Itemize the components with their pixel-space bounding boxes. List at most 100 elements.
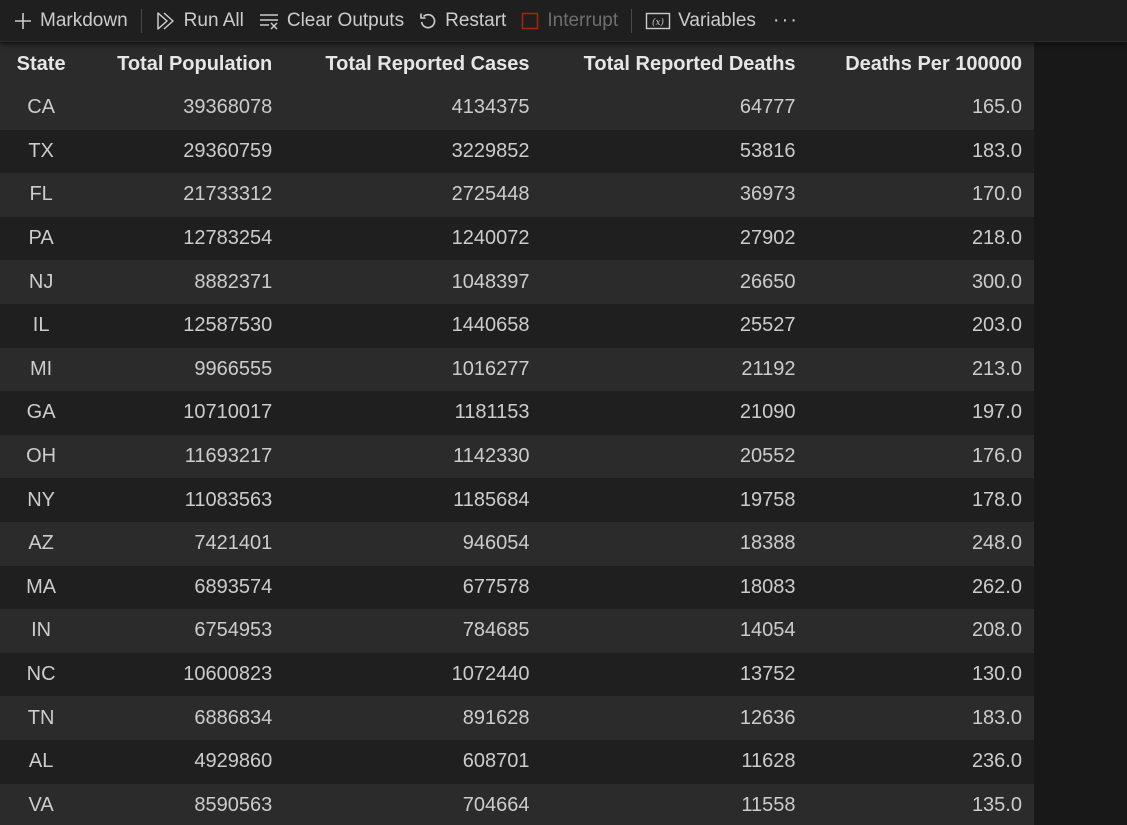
clear-all-icon (258, 11, 280, 31)
table-row: IN 6754953 784685 14054 208.0 (0, 609, 1034, 653)
cell-total-reported-cases: 1185684 (284, 478, 542, 522)
cell-deaths-per-100000: 197.0 (807, 391, 1034, 435)
cell-total-reported-cases: 1048397 (284, 260, 542, 304)
cell-total-population: 8882371 (82, 260, 285, 304)
cell-deaths-per-100000: 213.0 (807, 347, 1034, 392)
plus-icon (13, 11, 33, 31)
table-row: OH 11693217 1142330 20552 176.0 (0, 434, 1034, 479)
cell-total-population: 9966555 (82, 347, 285, 392)
toolbar-divider (631, 8, 633, 33)
cell-state: NJ (0, 260, 83, 304)
cell-deaths-per-100000: 218.0 (807, 216, 1034, 261)
cell-state: MI (0, 347, 83, 392)
cell-total-reported-deaths: 18083 (541, 565, 808, 610)
cell-total-population: 10600823 (82, 652, 285, 697)
table-body: CA 39368078 4134375 64777 165.0 TX 29360759 322… (0, 86, 1034, 825)
cell-total-reported-cases: 891628 (284, 696, 542, 740)
cell-state: AZ (0, 521, 83, 566)
cell-total-reported-deaths: 36973 (541, 173, 808, 217)
restart-label: Restart (445, 9, 507, 31)
variables-icon: (x) (645, 11, 671, 31)
cell-state: CA (0, 86, 83, 130)
cell-total-reported-deaths: 27902 (541, 216, 808, 261)
cell-state: AL (0, 739, 83, 784)
cell-deaths-per-100000: 236.0 (807, 739, 1034, 784)
cell-state: NC (0, 652, 83, 697)
dataframe-table: State Total Population Total Reported Ca… (0, 43, 1034, 825)
svg-text:(x): (x) (652, 17, 665, 28)
cell-total-reported-deaths: 25527 (541, 303, 808, 348)
add-markdown-button[interactable]: Markdown (6, 6, 135, 36)
table-row: NC 10600823 1072440 13752 130.0 (0, 652, 1034, 697)
table-row: TN 6886834 891628 12636 183.0 (0, 696, 1034, 740)
cell-total-population: 10710017 (82, 391, 285, 435)
cell-deaths-per-100000: 130.0 (807, 652, 1034, 697)
notebook-toolbar: Markdown Run All Clear Outputs Restart I… (0, 0, 1127, 42)
cell-state: TN (0, 696, 83, 740)
cell-total-reported-deaths: 13752 (541, 652, 808, 697)
column-header-total-population: Total Population (82, 43, 285, 86)
cell-state: TX (0, 129, 83, 174)
column-header-state: State (0, 43, 83, 86)
table-row: IL 12587530 1440658 25527 203.0 (0, 303, 1034, 348)
restart-button[interactable]: Restart (411, 6, 513, 36)
column-header-total-reported-deaths: Total Reported Deaths (541, 43, 808, 86)
variables-button[interactable]: (x) Variables (638, 6, 763, 36)
cell-total-population: 12587530 (82, 303, 285, 348)
cell-deaths-per-100000: 208.0 (807, 609, 1034, 653)
cell-total-reported-cases: 2725448 (284, 173, 542, 217)
table-row: MI 9966555 1016277 21192 213.0 (0, 347, 1034, 392)
cell-total-reported-cases: 1240072 (284, 216, 542, 261)
cell-state: IN (0, 609, 83, 653)
cell-state: PA (0, 216, 83, 261)
table-header-row: State Total Population Total Reported Ca… (0, 43, 1034, 86)
cell-total-reported-deaths: 11628 (541, 739, 808, 784)
clear-outputs-label: Clear Outputs (286, 9, 405, 31)
cell-total-reported-cases: 3229852 (284, 129, 542, 174)
table-row: PA 12783254 1240072 27902 218.0 (0, 216, 1034, 261)
cell-total-reported-cases: 608701 (284, 739, 542, 784)
cell-total-reported-cases: 677578 (284, 565, 542, 610)
cell-total-population: 7421401 (82, 521, 285, 566)
cell-total-population: 11083563 (82, 478, 285, 522)
cell-total-reported-deaths: 21192 (541, 347, 808, 392)
cell-total-population: 4929860 (82, 739, 285, 784)
run-all-button[interactable]: Run All (148, 6, 251, 36)
cell-state: IL (0, 303, 83, 348)
cell-state: GA (0, 391, 83, 435)
cell-total-reported-deaths: 14054 (541, 609, 808, 653)
cell-total-reported-cases: 1440658 (284, 303, 542, 348)
cell-deaths-per-100000: 183.0 (807, 129, 1034, 174)
cell-state: OH (0, 434, 83, 479)
cell-total-reported-deaths: 12636 (541, 696, 808, 740)
table-row: FL 21733312 2725448 36973 170.0 (0, 173, 1034, 217)
cell-total-reported-deaths: 20552 (541, 434, 808, 479)
cell-total-reported-cases: 4134375 (284, 86, 542, 130)
cell-total-population: 39368078 (82, 86, 285, 130)
cell-total-population: 29360759 (82, 129, 285, 174)
add-markdown-label: Markdown (40, 9, 128, 31)
cell-deaths-per-100000: 176.0 (807, 434, 1034, 479)
cell-total-reported-deaths: 18388 (541, 521, 808, 566)
cell-state: FL (0, 173, 83, 217)
cell-total-reported-cases: 784685 (284, 609, 542, 653)
cell-total-reported-deaths: 21090 (541, 391, 808, 435)
cell-total-population: 8590563 (82, 783, 285, 825)
cell-total-population: 6754953 (82, 609, 285, 653)
table-row: MA 6893574 677578 18083 262.0 (0, 565, 1034, 610)
run-all-icon (155, 11, 177, 31)
cell-deaths-per-100000: 135.0 (807, 783, 1034, 825)
cell-total-reported-cases: 1016277 (284, 347, 542, 392)
cell-total-reported-cases: 1142330 (284, 434, 542, 479)
more-actions-button[interactable]: ··· (763, 6, 809, 36)
clear-outputs-button[interactable]: Clear Outputs (251, 6, 411, 36)
table-row: NJ 8882371 1048397 26650 300.0 (0, 260, 1034, 304)
cell-total-reported-cases: 1181153 (284, 391, 542, 435)
cell-deaths-per-100000: 248.0 (807, 521, 1034, 566)
cell-state: NY (0, 478, 83, 522)
cell-state: VA (0, 783, 83, 825)
cell-total-population: 12783254 (82, 216, 285, 261)
cell-total-reported-cases: 1072440 (284, 652, 542, 697)
interrupt-button[interactable]: Interrupt (513, 6, 625, 36)
cell-total-reported-deaths: 11558 (541, 783, 808, 825)
